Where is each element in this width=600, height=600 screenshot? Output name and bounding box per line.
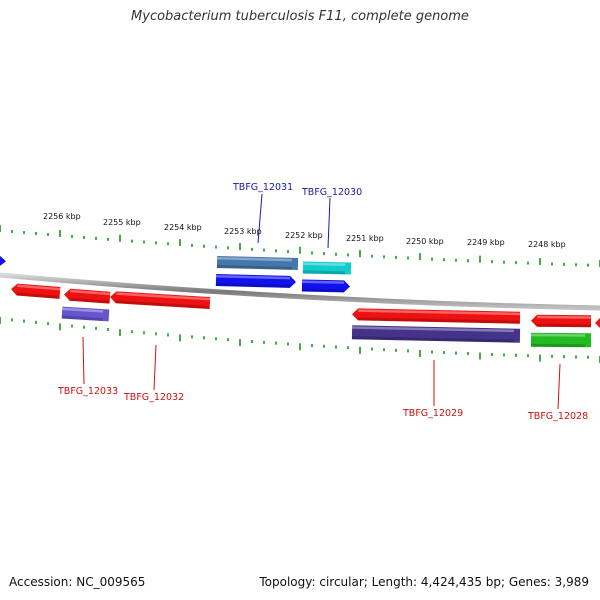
gene-label-tbfg-12031[interactable]: TBFG_12031 bbox=[232, 182, 293, 193]
gene-label-tbfg-12028[interactable]: TBFG_12028 bbox=[527, 411, 588, 422]
feature-red-b[interactable] bbox=[64, 288, 111, 304]
gene-label-tbfg-12033[interactable]: TBFG_12033 bbox=[57, 386, 118, 397]
feature-tbfg-12030-upper[interactable] bbox=[302, 261, 352, 275]
feature-tbfg-12029-lower[interactable] bbox=[351, 325, 521, 343]
scale-label-2255: 2255 kbp bbox=[103, 218, 141, 227]
map-title: Mycobacterium tuberculosis F11, complete… bbox=[131, 9, 469, 24]
genome-backbone bbox=[0, 272, 600, 311]
feature-tbfg-12030[interactable] bbox=[301, 279, 350, 293]
feature-red-right-partial[interactable] bbox=[595, 317, 600, 330]
outer-tick-ring bbox=[0, 225, 600, 267]
gene-label-tbfg-12029[interactable]: TBFG_12029 bbox=[402, 408, 463, 419]
leader-line bbox=[557, 363, 561, 410]
leader-line bbox=[153, 344, 157, 391]
gene-label-tbfg-12032[interactable]: TBFG_12032 bbox=[123, 392, 184, 403]
feature-layer bbox=[0, 255, 600, 348]
leader-line bbox=[257, 193, 263, 244]
scale-label-2252: 2252 kbp bbox=[285, 231, 323, 240]
scale-label-2249: 2249 kbp bbox=[467, 238, 505, 247]
scale-label-2256: 2256 kbp bbox=[43, 212, 81, 221]
scale-label-2248: 2248 kbp bbox=[528, 240, 566, 249]
scale-label-2254: 2254 kbp bbox=[164, 223, 202, 232]
feature-tbfg-12031[interactable] bbox=[215, 273, 296, 288]
scale-label-2251: 2251 kbp bbox=[346, 234, 384, 243]
scale-label-2253: 2253 kbp bbox=[224, 227, 262, 236]
feature-tbfg-12032[interactable] bbox=[110, 291, 211, 310]
leader-line bbox=[82, 336, 85, 385]
accession-text: Accession: NC_009565 bbox=[9, 575, 146, 589]
leader-line bbox=[327, 197, 331, 249]
feature-tbfg-12033[interactable] bbox=[61, 306, 110, 322]
feature-partial-left[interactable] bbox=[0, 255, 6, 266]
scale-label-2250: 2250 kbp bbox=[406, 237, 444, 246]
feature-red-a[interactable] bbox=[11, 283, 61, 299]
feature-tbfg-12029[interactable] bbox=[352, 308, 521, 324]
feature-tbfg-12028[interactable] bbox=[530, 332, 592, 348]
label-leader-lines bbox=[82, 193, 561, 410]
feature-tbfg-12028-red[interactable] bbox=[531, 314, 592, 328]
gene-label-tbfg-12030[interactable]: TBFG_12030 bbox=[301, 187, 362, 198]
inner-tick-ring bbox=[0, 317, 600, 363]
feature-tbfg-12031-upper[interactable] bbox=[216, 255, 299, 271]
genome-summary-text: Topology: circular; Length: 4,424,435 bp… bbox=[259, 575, 589, 589]
